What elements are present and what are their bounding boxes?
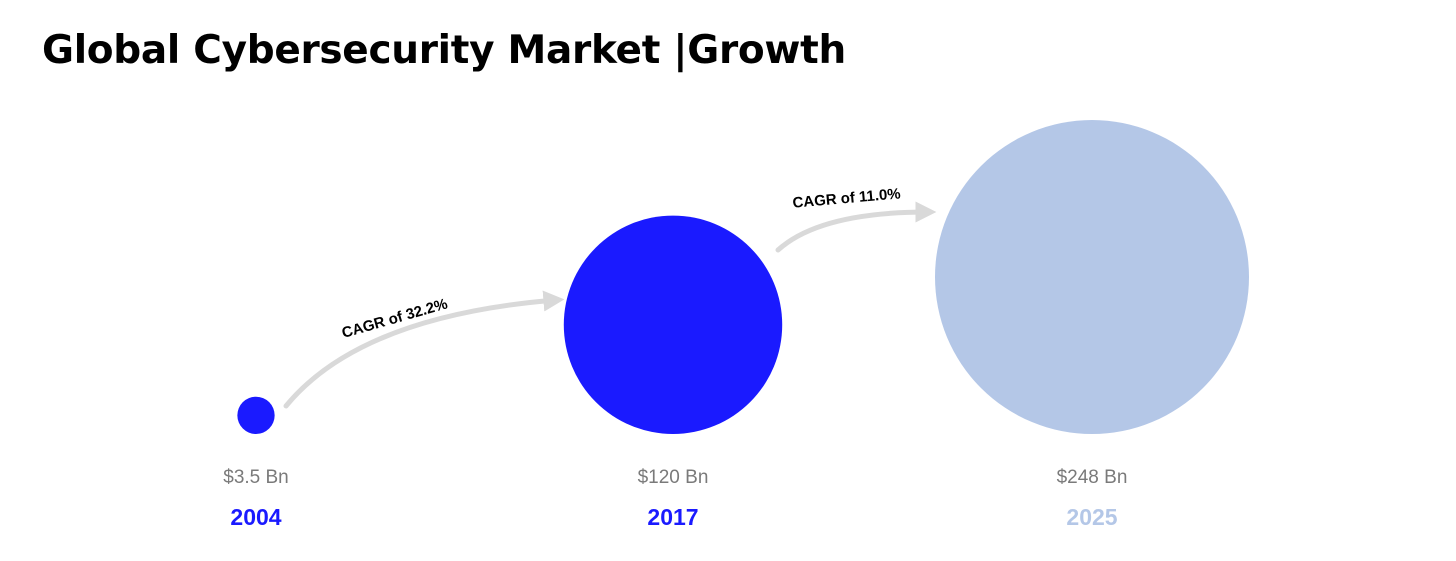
bubble-2017 [563,215,783,434]
value-label-2004: $3.5 Bn [223,467,289,488]
bubble-2004 [237,396,275,434]
year-label-2017: 2017 [647,504,698,530]
year-label-2025: 2025 [1066,504,1117,530]
value-label-2025: $248 Bn [1057,467,1128,488]
bubble-2025 [935,120,1249,434]
chart-title: Global Cybersecurity Market |Growth [42,28,846,73]
growth-arrow-2004-2017 [283,290,565,409]
year-label-2004: 2004 [230,504,281,530]
labels: $3.5 Bn 2004 $120 Bn 2017 $248 Bn 2025 [223,467,1127,530]
growth-arrow-2017-2025 [775,201,937,253]
cagr-label-2017-2025: CAGR of 11.0% [792,185,901,211]
bubbles [237,120,1249,434]
value-label-2017: $120 Bn [638,467,709,488]
